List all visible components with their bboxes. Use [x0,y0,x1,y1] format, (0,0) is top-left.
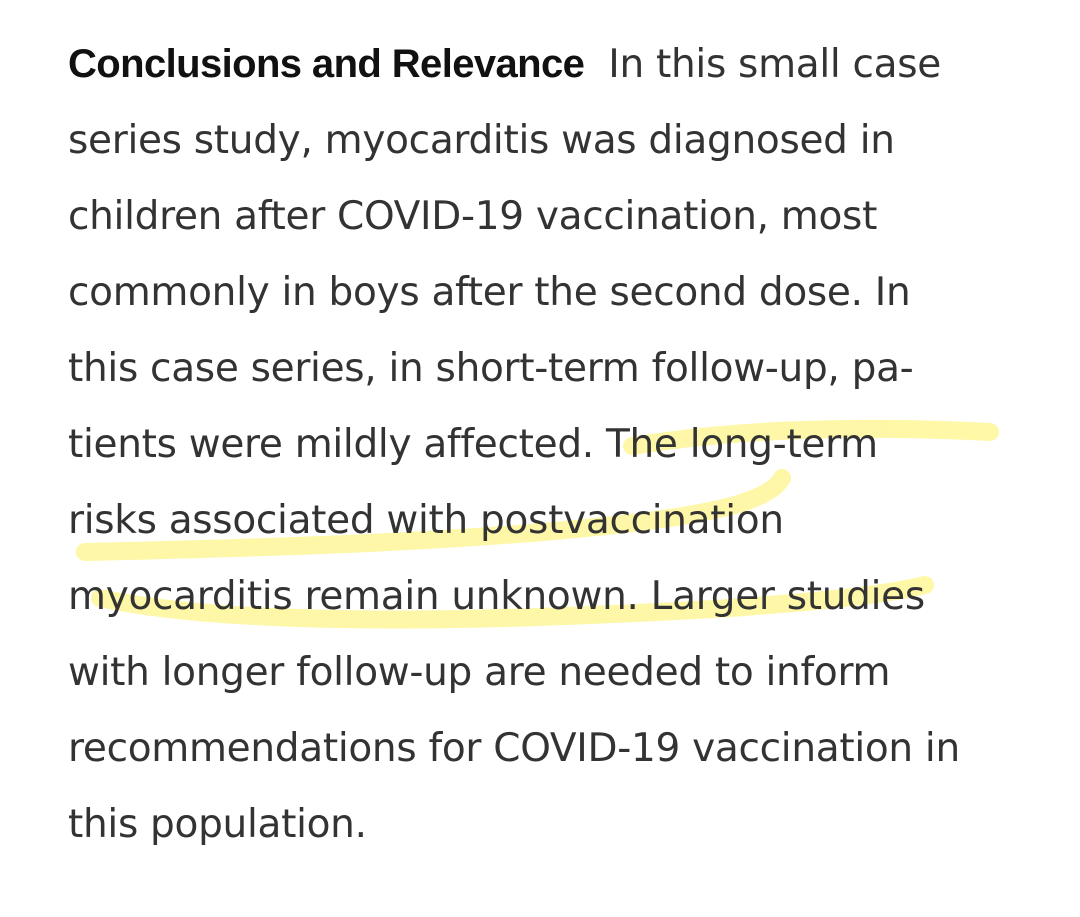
text-line-2: series study, myocarditis was diagnosed … [68,118,895,163]
text-line-10: recommendations for COVID-19 vaccination… [68,726,960,771]
text-line-11: this population. [68,802,367,847]
section-heading: Conclusions and Relevance [68,42,585,86]
text-line-5: this case series, in short-term follow-u… [68,346,914,391]
text-line-4: commonly in boys after the second dose. … [68,270,911,315]
text-line-6: tients were mildly affected. The long-te… [68,422,878,467]
text-line-3: children after COVID-19 vaccination, mos… [68,194,878,239]
text-line-1-body: In this small case [608,42,941,87]
text-line-8: myocarditis remain unknown. Larger studi… [68,574,925,619]
text-line-1: Conclusions and Relevance In this small c… [68,39,941,90]
text-line-7: risks associated with postvaccination [68,498,784,543]
text-line-9: with longer follow-up are needed to info… [68,650,891,695]
